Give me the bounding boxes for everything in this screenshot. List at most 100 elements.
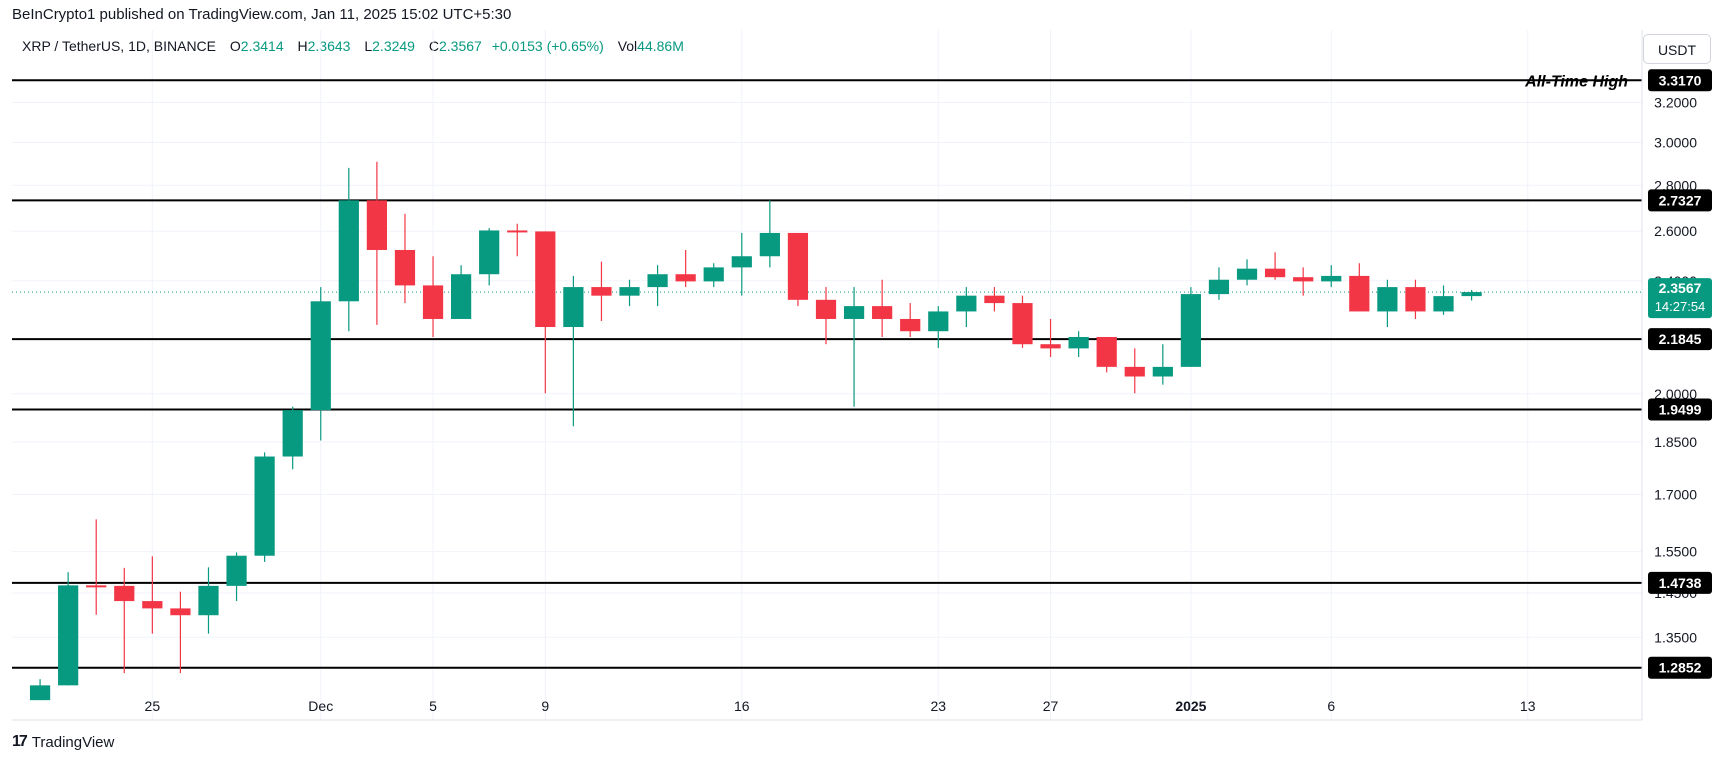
candle <box>254 452 275 562</box>
level-price-badge <box>1648 328 1712 351</box>
time-tick-label: 23 <box>930 698 946 714</box>
candle <box>1264 252 1286 280</box>
price-tick-label: 1.3500 <box>1654 629 1697 645</box>
tradingview-logo[interactable]: 17 TradingView <box>12 733 114 751</box>
candle <box>282 406 303 470</box>
volume-label: Vol <box>617 38 638 54</box>
price-tick-label: 2.8000 <box>1654 177 1697 193</box>
candle-body <box>507 230 528 233</box>
level-price-badge <box>1648 571 1712 594</box>
candle-body <box>956 295 977 312</box>
candle <box>29 679 51 701</box>
candle <box>170 591 191 674</box>
candle <box>703 263 724 288</box>
candle <box>338 167 359 332</box>
level-price-label: 1.4738 <box>1659 575 1702 591</box>
candle-body <box>29 685 51 701</box>
candle-body <box>1264 268 1286 278</box>
change-value: +0.0153 (+0.65%) <box>491 38 604 54</box>
candle <box>226 552 247 602</box>
time-tick-label: 2025 <box>1175 698 1206 714</box>
symbol-name: XRP / TetherUS, 1D, BINANCE <box>22 38 216 54</box>
candle <box>1208 267 1230 300</box>
candle-body <box>394 249 416 286</box>
candle <box>535 231 556 394</box>
candle <box>956 287 977 328</box>
candle-body <box>703 267 724 282</box>
candle <box>759 200 780 268</box>
time-tick-label: 16 <box>734 698 750 714</box>
candle <box>563 275 584 427</box>
candle-body <box>310 301 331 411</box>
candle <box>787 232 809 307</box>
candle-body <box>1293 277 1314 282</box>
candle-body <box>254 456 275 556</box>
high-value: 2.3643 <box>307 38 351 54</box>
candle <box>591 261 612 321</box>
candle-body <box>1068 336 1089 349</box>
current-price-label: 2.3567 <box>1659 280 1702 296</box>
grid-lines <box>12 30 1642 720</box>
candle <box>1236 259 1258 286</box>
symbol-legend: XRP / TetherUS, 1D, BINANCE O2.3414 H2.3… <box>22 38 684 54</box>
candle <box>142 556 163 634</box>
candle-body <box>759 232 780 257</box>
candle <box>1096 336 1117 373</box>
candles <box>29 161 1482 701</box>
countdown-label: 14:27:54 <box>1655 299 1706 314</box>
candle-body <box>1152 366 1173 377</box>
candle-body <box>1377 287 1398 312</box>
candle <box>1012 295 1033 348</box>
tradingview-logo-text: TradingView <box>31 733 115 751</box>
candle-body <box>619 287 640 296</box>
candle-body <box>422 285 444 319</box>
candle <box>872 279 893 337</box>
candle-body <box>1405 287 1426 312</box>
close-value: 2.3567 <box>438 38 482 54</box>
candle <box>1349 263 1370 312</box>
candle <box>86 519 107 615</box>
candle <box>900 303 921 337</box>
candle <box>1180 287 1202 367</box>
level-price-label: 1.2852 <box>1659 660 1702 676</box>
candle <box>450 265 472 319</box>
low-value: 2.3249 <box>372 38 415 54</box>
price-tick-label: 2.0000 <box>1654 386 1697 402</box>
candle-body <box>563 287 584 328</box>
currency-button[interactable]: USDT <box>1643 34 1711 64</box>
candle-body <box>1096 336 1117 367</box>
candle-body <box>1040 344 1061 349</box>
low-label: L <box>364 38 373 54</box>
candle <box>1321 265 1342 288</box>
axes: 1.35001.45001.55001.70001.85002.00002.40… <box>12 30 1712 721</box>
candle <box>928 306 949 348</box>
candle <box>394 213 416 304</box>
price-tick-label: 1.7000 <box>1654 486 1697 502</box>
candle-body <box>1012 303 1033 345</box>
candle-body <box>198 585 219 616</box>
candle-body <box>58 585 79 686</box>
candle-body <box>928 311 949 332</box>
candle-body <box>1236 268 1258 280</box>
candle <box>843 287 865 407</box>
candle-body <box>591 287 612 296</box>
candle-body <box>647 274 668 288</box>
candle <box>422 256 444 337</box>
time-tick-label: 13 <box>1520 698 1536 714</box>
candle-body <box>535 231 556 328</box>
candle-body <box>450 274 472 319</box>
candle <box>507 223 528 257</box>
candle-body <box>282 410 303 457</box>
candle <box>1405 279 1426 319</box>
candle <box>58 572 79 686</box>
candle <box>1433 285 1454 315</box>
candle <box>1152 344 1173 385</box>
candle <box>647 265 668 307</box>
current-price-badge <box>1648 278 1712 319</box>
candle <box>731 232 752 296</box>
candle <box>1377 279 1398 328</box>
candle <box>366 161 388 325</box>
candle-body <box>1208 279 1230 295</box>
open-value: 2.3414 <box>240 38 284 54</box>
